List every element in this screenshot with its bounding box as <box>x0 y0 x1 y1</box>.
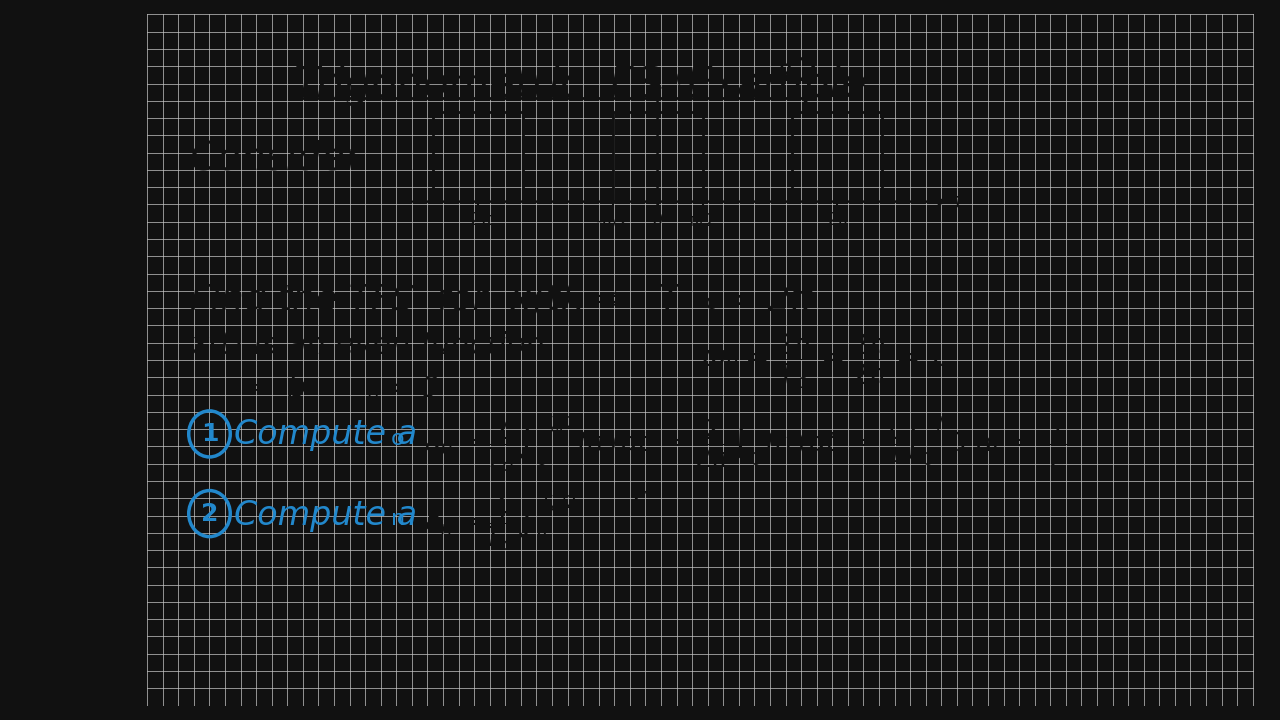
Text: 0: 0 <box>652 211 663 229</box>
Text: Compute a: Compute a <box>234 418 417 451</box>
Text: $\omega_0 = \dfrac{2\pi}{T_o} = \dfrac{2\pi}{2\pi} = 1$: $\omega_0 = \dfrac{2\pi}{T_o} = \dfrac{2… <box>701 331 943 391</box>
Text: n: n <box>366 384 379 403</box>
Text: Find the TFS  for  x(t).: Find the TFS for x(t). <box>191 283 586 318</box>
Text: x(t) is an even function: x(t) is an even function <box>191 331 545 360</box>
Text: ...: ... <box>421 145 444 168</box>
Text: = 0: = 0 <box>375 374 439 403</box>
Text: t: t <box>955 192 963 212</box>
Text: Compute a: Compute a <box>234 499 417 532</box>
Text: o: o <box>705 293 719 312</box>
Text: ...: ... <box>888 145 913 168</box>
Text: ⇒  b: ⇒ b <box>242 374 307 403</box>
Text: o: o <box>392 429 404 449</box>
Text: π/2: π/2 <box>689 211 717 229</box>
Text: x(t): x(t) <box>664 67 699 86</box>
Text: = 2π: = 2π <box>714 283 812 318</box>
Text: $a_0 = \dfrac{2}{T_o}\int_0^{T_o/2} f(t)\,dt \;=\; \dfrac{2}{2\pi}\int_0^{\pi} f: $a_0 = \dfrac{2}{T_o}\int_0^{T_o/2} f(t)… <box>424 413 1068 474</box>
Text: ⇒   T: ⇒ T <box>571 283 681 318</box>
Text: r: r <box>631 485 644 514</box>
Text: -2π: -2π <box>463 211 492 229</box>
Text: Consider  ...: Consider ... <box>191 139 424 177</box>
Text: Trigonometric  FS  Example: Trigonometric FS Example <box>294 64 893 107</box>
Text: -π/2: -π/2 <box>595 211 630 229</box>
Text: 2: 2 <box>201 502 218 526</box>
Text: $a_n = \dfrac{4}{T_o}\int_0^{T_o/2}$: $a_n = \dfrac{4}{T_o}\int_0^{T_o/2}$ <box>424 492 576 554</box>
Text: #2: #2 <box>771 55 819 88</box>
Text: 1: 1 <box>201 422 218 446</box>
Text: n: n <box>392 509 406 528</box>
Text: 2π: 2π <box>827 211 849 229</box>
